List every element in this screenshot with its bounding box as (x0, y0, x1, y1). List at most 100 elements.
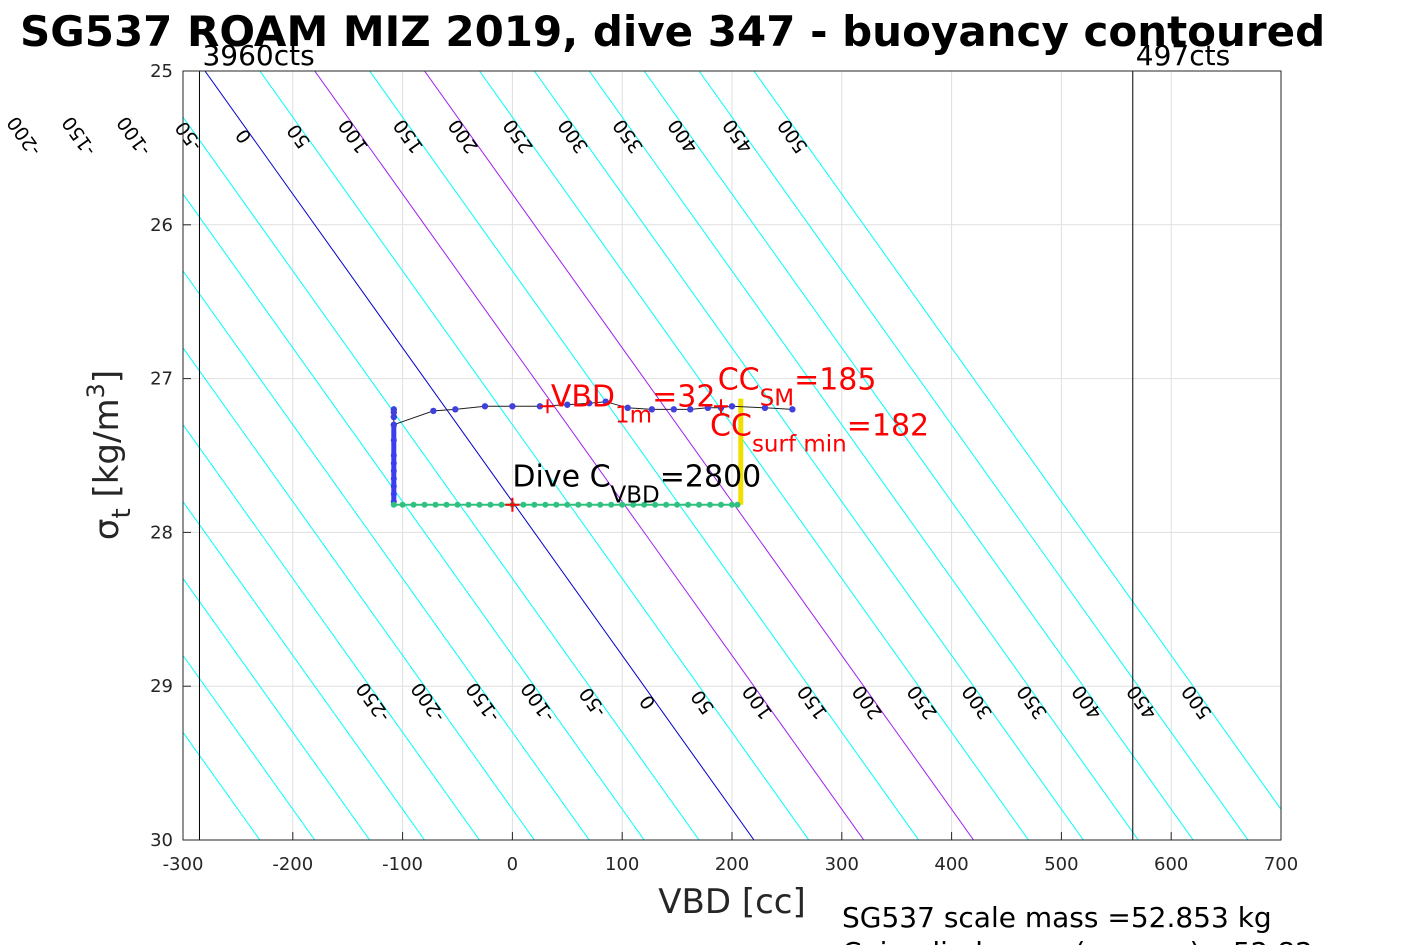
dive-point (789, 406, 796, 413)
cc-sm-annotation: CCSM=185 (718, 362, 877, 411)
vbd-1m-annotation-sub: 1m (615, 402, 652, 428)
bottom-point (586, 501, 593, 508)
x-tick-label: 400 (934, 854, 968, 875)
bottom-point (410, 501, 417, 508)
bottom-point (432, 501, 439, 508)
limit-line-label: 3960cts (202, 39, 314, 72)
dive-point (624, 404, 631, 412)
dive-point (602, 398, 609, 405)
contour-line (753, 71, 1281, 811)
cc-sm-annotation-main: CC (718, 362, 760, 397)
x-tick-label: -300 (163, 854, 204, 875)
bottom-point (553, 501, 560, 508)
contour-line (643, 71, 1194, 840)
x-tick-label: 200 (715, 854, 749, 875)
red-plus-marker (714, 399, 729, 414)
y-tick-label: 28 (150, 522, 173, 543)
dive-c-vbd-annotation-sub: VBD (611, 482, 660, 508)
descent-point (390, 467, 397, 474)
cc-surf-min-annotation-sub: surf min (752, 432, 847, 458)
contour-label: -150 (58, 112, 101, 160)
x-tick-label: 300 (825, 854, 859, 875)
contour-lines (183, 71, 1281, 840)
bottom-point (652, 501, 659, 508)
cc-sm-annotation-sub: SM (760, 385, 794, 411)
bottom-point (390, 501, 397, 508)
contour-line (533, 71, 1084, 840)
bottom-point (734, 501, 741, 508)
vbd-1m-annotation: VBD1m=32 (551, 379, 716, 428)
dive-point (670, 406, 678, 413)
bottom-point (696, 501, 703, 508)
dive-point (390, 409, 398, 416)
x-tick-label: 600 (1154, 854, 1188, 875)
bottom-point (718, 501, 725, 508)
descent-point (390, 460, 397, 467)
bottom-point (729, 501, 735, 508)
descent-point (390, 452, 397, 459)
dive-point (586, 400, 593, 407)
x-tick-label: -200 (272, 854, 313, 875)
y-label-close: ] (87, 370, 127, 383)
x-tick-label: 500 (1044, 854, 1078, 875)
y-tick-label: 30 (150, 830, 173, 851)
descent-point (390, 490, 397, 497)
y-tick-label: 27 (150, 369, 173, 390)
implied-mass-c: C (842, 936, 862, 945)
contour-line (183, 116, 700, 840)
red-plus-marker (540, 399, 555, 414)
bottom-point (564, 501, 571, 508)
contour-line (183, 577, 371, 840)
bottom-point (674, 501, 681, 508)
descent-point (390, 437, 397, 444)
markers (505, 399, 729, 512)
x-tick-label: 700 (1264, 854, 1298, 875)
dive-point (564, 401, 571, 408)
contour-line (183, 423, 480, 840)
contour-line (369, 71, 920, 840)
contour-line (183, 193, 645, 840)
bottom-point (531, 501, 538, 508)
x-axis-label: VBD [cc] (658, 882, 806, 922)
contour-line (424, 71, 974, 840)
dive-point (761, 404, 769, 412)
dive-point (390, 413, 398, 421)
dive-c-vbd-annotation-main: Dive C (512, 459, 610, 494)
bottom-point (663, 501, 670, 508)
bottom-point (476, 501, 483, 508)
bottom-point (465, 501, 472, 508)
vbd-1m-annotation-main: VBD (551, 379, 615, 414)
bottom-point (608, 501, 615, 508)
limit-lines: 3960cts 497cts (198, 39, 1230, 840)
contour-line (183, 500, 425, 840)
contour-line (183, 270, 590, 840)
ticks: -300 -200 -100 0 100 200 300 400 500 600 700 25 26 27… (150, 61, 1298, 875)
y-label-sub: t (107, 508, 137, 518)
contour-line (183, 654, 316, 840)
dive-point (648, 406, 656, 413)
dive-point (452, 406, 459, 413)
implied-mass-note: Cimplied mass (apogee) =52.82 (842, 936, 1313, 945)
x-tick-label: 100 (605, 854, 639, 875)
y-label-unit: [kg/m (87, 398, 127, 508)
dive-c-vbd-annotation: Dive CVBD=2800 (512, 459, 761, 508)
bottom-point (454, 501, 461, 508)
cc-surf-min-annotation: CCsurf min=182 (710, 409, 929, 458)
contour-line (314, 71, 865, 840)
dive-point (536, 403, 544, 410)
bottom-point (707, 501, 714, 508)
bottom-point (597, 501, 604, 508)
dive-point (687, 406, 694, 413)
limit-line-label: 497cts (1136, 39, 1230, 72)
cc-surf-min-annotation-main: CC (710, 409, 752, 444)
dive-point (728, 403, 736, 410)
bottom-point (575, 501, 582, 508)
y-tick-label: 26 (150, 215, 173, 236)
vbd-1m-annotation-value: =32 (652, 379, 715, 414)
implied-mass-rest: implied mass (apogee) =52.82 (880, 936, 1313, 945)
x-tick-label: 0 (507, 854, 518, 875)
x-tick-label: -100 (382, 854, 423, 875)
cc-sm-annotation-value: =185 (794, 362, 876, 397)
